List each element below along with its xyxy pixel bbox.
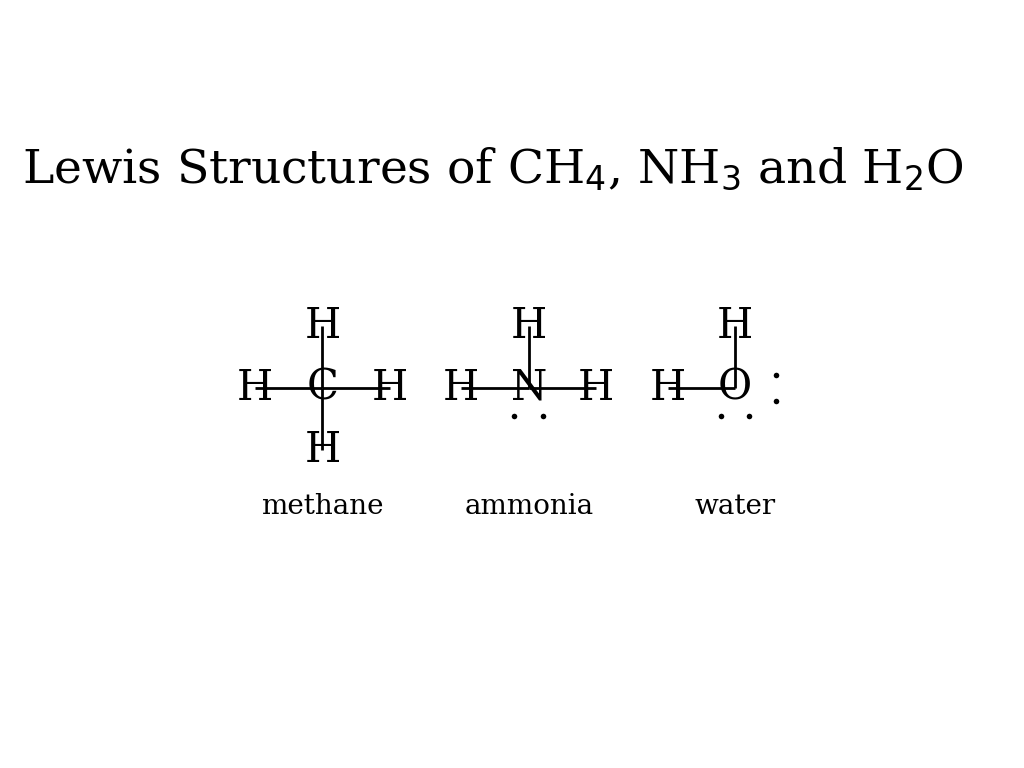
Text: H: H: [717, 305, 754, 346]
Text: H: H: [443, 367, 479, 409]
Text: water: water: [694, 492, 775, 520]
Text: ammonia: ammonia: [464, 492, 593, 520]
Text: H: H: [304, 429, 341, 471]
Text: H: H: [649, 367, 686, 409]
Text: H: H: [579, 367, 614, 409]
Text: Lewis Structures of CH$_4$, NH$_3$ and H$_2$O: Lewis Structures of CH$_4$, NH$_3$ and H…: [23, 146, 964, 193]
Text: H: H: [372, 367, 408, 409]
Text: O: O: [718, 367, 753, 409]
Text: methane: methane: [261, 492, 384, 520]
Text: H: H: [237, 367, 273, 409]
Text: C: C: [306, 367, 338, 409]
Text: N: N: [511, 367, 547, 409]
Text: H: H: [511, 305, 547, 346]
Text: H: H: [304, 305, 341, 346]
